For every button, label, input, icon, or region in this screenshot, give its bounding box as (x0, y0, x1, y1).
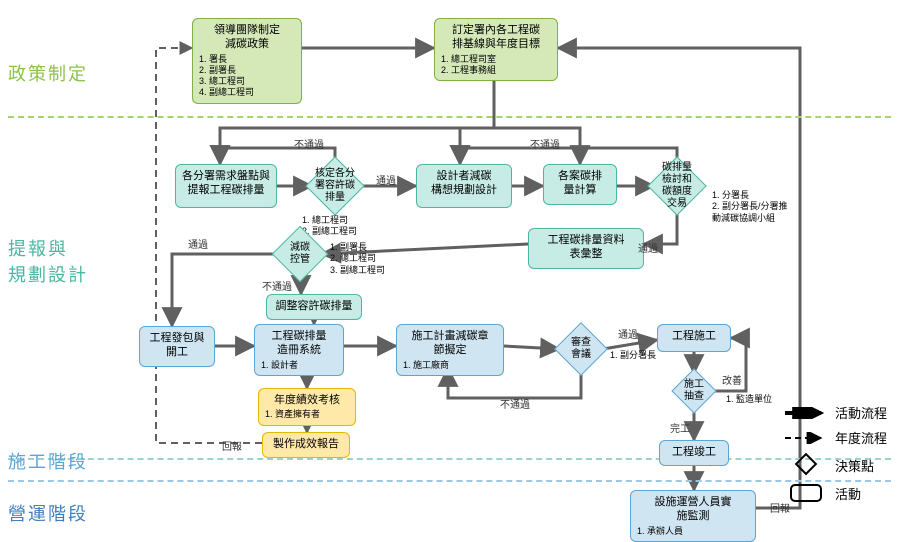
decision-node: 施工抽查 (671, 368, 716, 413)
node-note: 1. 副署長2. 總工程司3. 副總工程司 (330, 242, 385, 276)
stage-label: 營運階段 (8, 500, 88, 526)
legend-decision: 決策點 (781, 453, 887, 477)
activity-node: 各分署需求盤點與提報工程碳排量 (175, 164, 277, 208)
activity-node: 施工計畫減碳章節擬定1. 施工廠商 (396, 324, 504, 376)
activity-node: 調整容許碳排量 (266, 294, 362, 320)
activity-node: 各案碳排量計算 (543, 164, 617, 205)
legend-label: 活動流程 (835, 403, 887, 422)
activity-node: 工程發包與開工 (139, 326, 215, 367)
legend-activity-flow: 活動流程 (781, 403, 887, 422)
activity-node: 訂定署內各工程碳排基線與年度目標1. 總工程司室2. 工程事務組 (434, 18, 558, 81)
edge-label: 不通過 (500, 396, 530, 411)
legend-label: 決策點 (835, 456, 874, 475)
activity-node: 設計者減碳構想規劃設計 (416, 164, 512, 208)
edge-label: 通過 (376, 172, 396, 187)
activity-node: 領導團隊制定減碳政策1. 署長2. 副署長3. 總工程司4. 副總工程司 (192, 18, 302, 104)
activity-node: 工程施工 (657, 324, 731, 352)
decision-node: 核定各分署容許碳排量 (305, 156, 364, 215)
stage-label: 施工階段 (8, 448, 88, 474)
node-note: 1. 分署長2. 副分署長/分署推 動減碳協調小組 (712, 190, 788, 224)
edge-label: 通過 (188, 236, 208, 251)
node-note: 1. 副分署長 (610, 350, 656, 361)
stage-label: 政策制定 (8, 60, 88, 86)
legend-label: 活動 (835, 484, 861, 503)
edge-label: 通過 (618, 326, 638, 341)
legend-activity: 活動 (781, 483, 887, 503)
stage-label: 提報與規劃設計 (8, 235, 88, 287)
legend: 活動流程 年度流程 決策點 活動 (781, 397, 887, 509)
stage-divider (8, 480, 891, 482)
edge-label: 不通過 (262, 278, 292, 293)
legend-label: 年度流程 (835, 428, 887, 447)
decision-node: 碳排量檢討和碳額度交易 (647, 156, 706, 215)
activity-node: 製作成效報告 (262, 432, 350, 458)
decision-node: 審查會議 (554, 322, 608, 376)
activity-node: 工程竣工 (659, 440, 729, 466)
activity-node: 年度績效考核1. 資產擁有者 (258, 388, 356, 426)
legend-annual-flow: 年度流程 (781, 428, 887, 447)
node-note: 1. 監造單位 (726, 394, 772, 405)
activity-node: 工程碳排量造冊系統1. 設計者 (254, 324, 344, 376)
edge-label: 不通過 (294, 136, 324, 151)
stage-divider (8, 458, 891, 460)
edge-label: 改善 (722, 372, 742, 387)
activity-node: 設施運營人員實施監測1. 承辦人員 (630, 490, 756, 542)
edge-label: 回報 (222, 438, 242, 453)
edge-label: 完工 (670, 420, 690, 435)
edge-label: 通過 (638, 240, 658, 255)
stage-divider (8, 116, 891, 118)
node-note: 1. 總工程司2. 副總工程司 (302, 215, 357, 238)
activity-node: 工程碳排量資料表彙整 (528, 228, 644, 269)
edge-label: 不通過 (530, 136, 560, 151)
